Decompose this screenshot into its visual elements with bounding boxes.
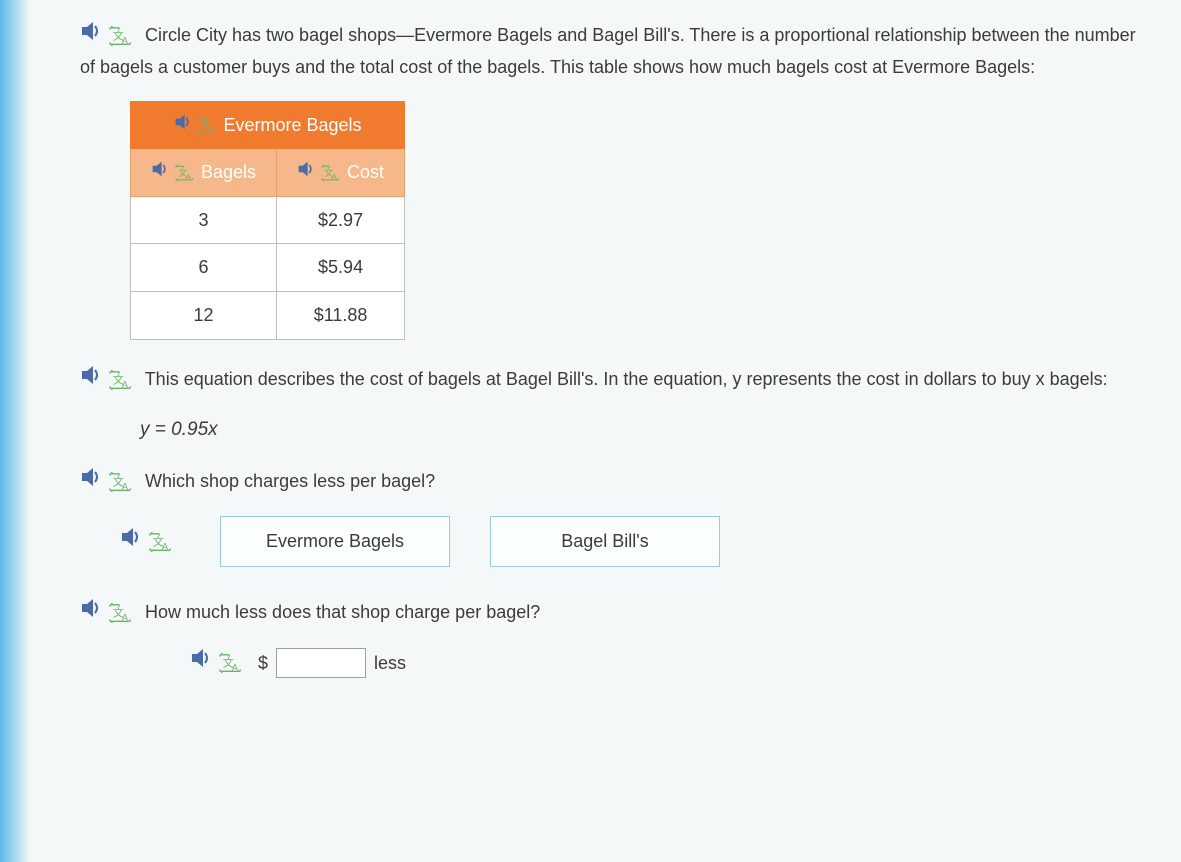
currency-symbol: $ [258,648,268,679]
translate-icon[interactable] [198,116,218,134]
translate-icon[interactable] [108,369,134,391]
question1-text: Which shop charges less per bagel? [145,471,435,491]
answer-options-row: Evermore Bagels Bagel Bill's [120,516,1141,567]
translate-icon[interactable] [108,602,134,624]
table-row: 6 $5.94 [131,244,405,292]
equation-intro-text: This equation describes the cost of bage… [145,369,1108,389]
cell-cost: $11.88 [277,292,405,340]
cell-cost: $2.97 [277,196,405,244]
less-label: less [374,648,406,679]
speaker-icon[interactable] [80,597,102,629]
option-evermore-button[interactable]: Evermore Bagels [220,516,450,567]
table-row: 12 $11.88 [131,292,405,340]
translate-icon[interactable] [175,164,195,182]
table-row: 3 $2.97 [131,196,405,244]
speaker-icon[interactable] [120,526,142,558]
equation-text: y = 0.95x [140,414,1141,446]
translate-icon[interactable] [108,25,134,47]
speaker-icon[interactable] [190,647,212,679]
table-col-header: Cost [277,149,405,197]
evermore-bagels-table: Evermore Bagels Bagels Cost [130,101,405,340]
speaker-icon[interactable] [151,157,169,188]
table-title-cell: Evermore Bagels [131,101,405,149]
speaker-icon[interactable] [174,110,192,141]
translate-icon[interactable] [218,652,244,674]
intro-paragraph: Circle City has two bagel shops—Evermore… [80,20,1141,83]
intro-text: Circle City has two bagel shops—Evermore… [80,25,1136,77]
cell-bagels: 12 [131,292,277,340]
question1-paragraph: Which shop charges less per bagel? [80,466,1141,498]
translate-icon[interactable] [321,164,341,182]
speaker-icon[interactable] [80,364,102,396]
table-col-header: Bagels [131,149,277,197]
equation-intro-paragraph: This equation describes the cost of bage… [80,364,1141,396]
cell-cost: $5.94 [277,244,405,292]
speaker-icon[interactable] [297,157,315,188]
table-title: Evermore Bagels [224,110,362,141]
question2-paragraph: How much less does that shop charge per … [80,597,1141,629]
translate-icon[interactable] [108,471,134,493]
amount-input[interactable] [276,648,366,678]
left-gradient-edge [0,0,30,862]
col-bagels-label: Bagels [201,157,256,188]
cell-bagels: 6 [131,244,277,292]
cell-bagels: 3 [131,196,277,244]
answer-input-row: $ less [190,647,1141,679]
col-cost-label: Cost [347,157,384,188]
question2-text: How much less does that shop charge per … [145,602,540,622]
speaker-icon[interactable] [80,466,102,498]
option-bagel-bills-button[interactable]: Bagel Bill's [490,516,720,567]
speaker-icon[interactable] [80,20,102,52]
translate-icon[interactable] [148,531,174,553]
